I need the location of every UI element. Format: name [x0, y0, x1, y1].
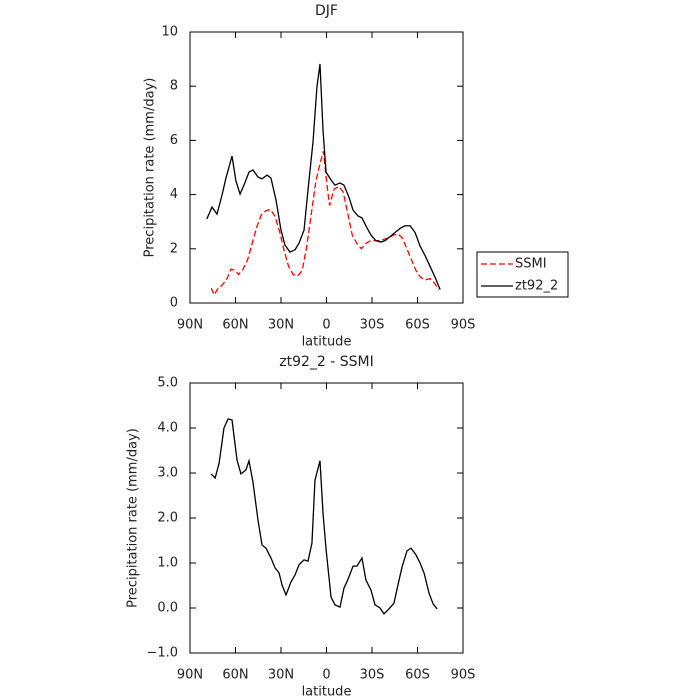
chart-title: zt92_2 - SSMI [279, 354, 374, 370]
y-tick-label: 0 [170, 296, 178, 311]
y-axis-label: Precipitation rate (mm/day) [143, 78, 158, 258]
plot-frame [189, 382, 464, 654]
x-tick-label: 30N [268, 318, 294, 333]
x-tick-label: 90N [177, 318, 203, 333]
y-tick-label: 2 [170, 241, 178, 256]
y-tick-label: 1.0 [157, 556, 178, 571]
x-tick-label: 60S [405, 318, 430, 333]
series-line [210, 418, 438, 615]
y-tick-label: 10 [161, 25, 178, 40]
y-tick-label: 4 [170, 187, 178, 202]
legend-label: zt92_2 [515, 279, 558, 294]
x-tick-label: 30S [360, 318, 385, 333]
legend-box [476, 251, 569, 298]
y-tick-label: 2.0 [157, 511, 178, 526]
y-axis-label: Precipitation rate (mm/day) [126, 428, 141, 608]
chart-title: DJF [315, 3, 338, 19]
y-tick-label: −1.0 [146, 646, 178, 661]
legend-label: SSMI [515, 257, 547, 272]
x-tick-label: 90S [451, 318, 476, 333]
y-tick-label: 6 [170, 133, 178, 148]
x-tick-label: 60N [222, 668, 248, 683]
plot-frame [189, 31, 464, 304]
x-tick-label: 60N [222, 318, 248, 333]
x-tick-label: 60S [405, 668, 430, 683]
y-tick-label: 3.0 [157, 466, 178, 481]
x-tick-label: 30S [360, 668, 385, 683]
x-tick-label: 0 [322, 318, 330, 333]
y-tick-label: 4.0 [157, 421, 178, 436]
x-tick-label: 30N [268, 668, 294, 683]
x-tick-label: 90S [451, 668, 476, 683]
y-tick-label: 5.0 [157, 376, 178, 391]
y-tick-label: 8 [170, 79, 178, 94]
series-line [206, 63, 441, 290]
x-tick-label: 90N [177, 668, 203, 683]
series-line [210, 151, 440, 297]
x-axis-label: latitude [302, 335, 352, 350]
x-tick-label: 0 [322, 668, 330, 683]
x-axis-label: latitude [302, 685, 352, 700]
y-tick-label: 0.0 [157, 601, 178, 616]
